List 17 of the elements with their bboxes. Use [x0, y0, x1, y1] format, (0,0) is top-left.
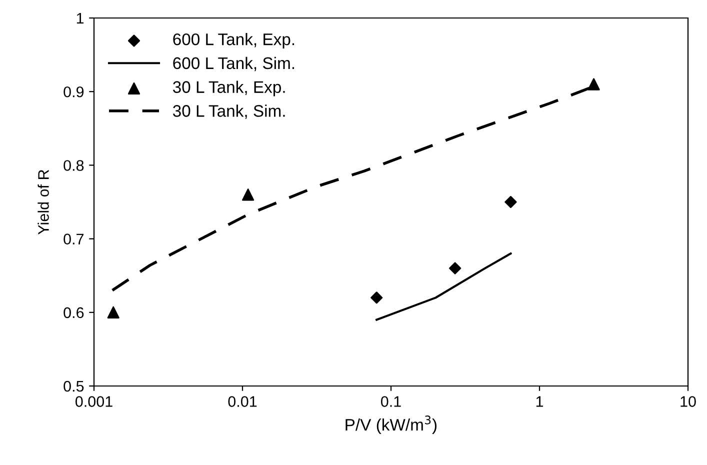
x-tick-label: 0.1 — [380, 396, 401, 407]
x-tick-label: 10 — [680, 396, 696, 407]
x-tick-label: 0.01 — [228, 396, 257, 407]
y-tick-label: 0.7 — [64, 234, 84, 244]
x-axis-title: P/V (kW/m$^{3}$) — [346, 416, 437, 434]
legend-label: 600 L Tank, Exp. — [173, 33, 294, 49]
y-tick-label: 0.5 — [64, 380, 84, 392]
y-tick-label: 1 — [76, 13, 84, 24]
y-tick-label: 0.9 — [64, 86, 84, 98]
legend-label: 600 L Tank, Sim. — [173, 56, 294, 72]
y-tick-label: 0.6 — [64, 307, 84, 318]
x-tick-label: 0.001 — [75, 396, 112, 407]
y-tick-label: 0.8 — [64, 160, 84, 171]
y-axis-title: Yield of R — [38, 170, 49, 234]
legend-label: 30 L Tank, Exp. — [172, 80, 285, 96]
x-tick-label: 1 — [536, 396, 544, 407]
legend-label: 30 L Tank, Sim. — [172, 104, 285, 119]
